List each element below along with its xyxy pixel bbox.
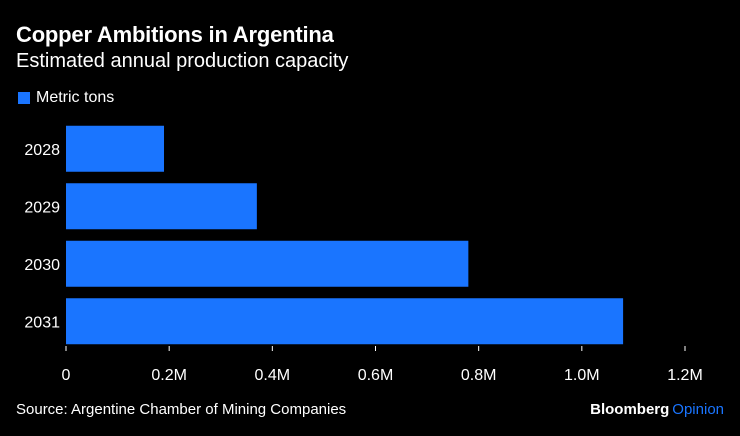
legend-swatch [18,92,30,104]
x-tick-label: 1.0M [564,367,600,384]
brand-name: Bloomberg [590,401,670,418]
x-tick-label: 0.4M [255,367,291,384]
bar-2028 [66,125,165,172]
x-tick-label: 0 [62,367,71,384]
category-label-2028: 2028 [24,142,60,159]
category-label-2031: 2031 [24,314,60,331]
bloomberg-opinion-logo: Bloomberg Opinion [590,401,724,418]
chart-title: Copper Ambitions in Argentina [16,22,334,47]
x-tick-label: 0.2M [151,367,187,384]
chart-subtitle: Estimated annual production capacity [16,50,349,72]
category-label-2029: 2029 [24,199,60,216]
legend-label: Metric tons [36,89,115,106]
category-label-2030: 2030 [24,257,60,274]
x-tick-label: 1.2M [667,367,703,384]
bar-2029 [66,183,257,230]
x-tick-label: 0.6M [358,367,394,384]
source-note: Source: Argentine Chamber of Mining Comp… [16,401,347,418]
brand-suffix: Opinion [672,401,724,418]
bar-2031 [66,298,624,345]
x-tick-label: 0.8M [461,367,497,384]
legend: Metric tons [18,89,114,107]
bar-2030 [66,240,469,287]
